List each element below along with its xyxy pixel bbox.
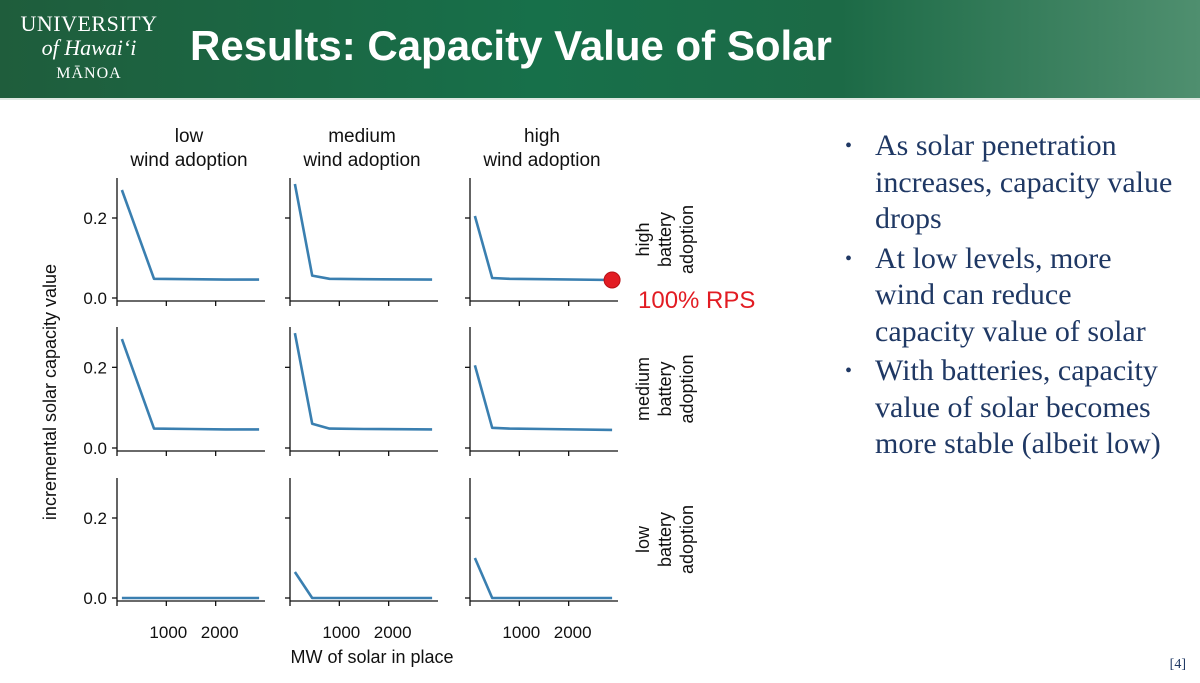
x-tick-label: 1000	[322, 623, 360, 642]
y-tick-label: 0.2	[83, 509, 107, 528]
x-tick-label: 1000	[502, 623, 540, 642]
logo-line-2: of Hawai‘i	[41, 35, 137, 60]
column-facet-label: high	[524, 126, 560, 147]
row-facet-label: medium battery adoption	[633, 354, 697, 423]
bullet-dot-icon: •	[845, 360, 853, 382]
column-facet-label: wind adoption	[129, 150, 247, 171]
title-bar: University of Hawai‘i Mānoa Results: Cap…	[0, 0, 1200, 100]
logo-line-3: Mānoa	[56, 65, 122, 82]
column-facet-label: low	[175, 126, 204, 147]
x-tick-label: 2000	[201, 623, 239, 642]
series-line	[293, 183, 433, 281]
university-logo: University of Hawai‘i Mānoa	[14, 12, 164, 90]
row-facet-label: low battery adoption	[633, 505, 697, 574]
series-line	[120, 189, 260, 281]
rps-marker	[603, 271, 621, 289]
rps-annotation-label: 100% RPS	[638, 287, 755, 314]
bullet-text: At low levels, more wind can reduce capa…	[875, 241, 1146, 348]
y-tick-label: 0.2	[83, 358, 107, 377]
column-facet-label: wind adoption	[302, 150, 420, 171]
page-number: [4]	[1169, 657, 1186, 672]
x-tick-label: 2000	[374, 623, 412, 642]
bullet-item: • With batteries, capacity value of solar…	[845, 353, 1175, 463]
y-tick-label: 0.0	[83, 289, 107, 308]
series-line	[293, 571, 433, 600]
column-facet-label: medium	[328, 126, 396, 147]
bullet-dot-icon: •	[845, 247, 853, 270]
row-facet-label: high battery adoption	[633, 205, 697, 274]
y-tick-label: 0.2	[83, 209, 107, 228]
series-line	[293, 332, 433, 431]
slide-title: Results: Capacity Value of Solar	[190, 22, 832, 69]
x-tick-label: 1000	[149, 623, 187, 642]
y-axis-title: incremental solar capacity value	[40, 264, 60, 520]
y-tick-label: 0.0	[83, 589, 107, 608]
column-facet-label: wind adoption	[482, 150, 600, 171]
bullet-text: As solar penetration increases, capacity…	[875, 129, 1173, 235]
y-tick-label: 0.0	[83, 439, 107, 458]
x-tick-label: 2000	[554, 623, 592, 642]
x-axis-title: MW of solar in place	[290, 647, 453, 667]
capacity-value-chart: 0.0 0.2 high battery adoption 0.0 0.2 medium bat…	[40, 126, 755, 667]
bullet-text: With batteries, capacity value of solar …	[875, 354, 1161, 460]
bullet-item: • As solar penetration increases, capacit…	[845, 128, 1175, 238]
series-line	[120, 338, 260, 431]
series-line	[473, 557, 613, 600]
bullet-dot-icon: •	[845, 135, 853, 157]
bullet-list: • As solar penetration increases, capacit…	[845, 128, 1175, 466]
series-line	[473, 215, 613, 282]
series-line	[473, 364, 613, 432]
logo-line-1: University	[20, 11, 158, 36]
bullet-item: • At low levels, more wind can reduce cap…	[845, 241, 1175, 351]
